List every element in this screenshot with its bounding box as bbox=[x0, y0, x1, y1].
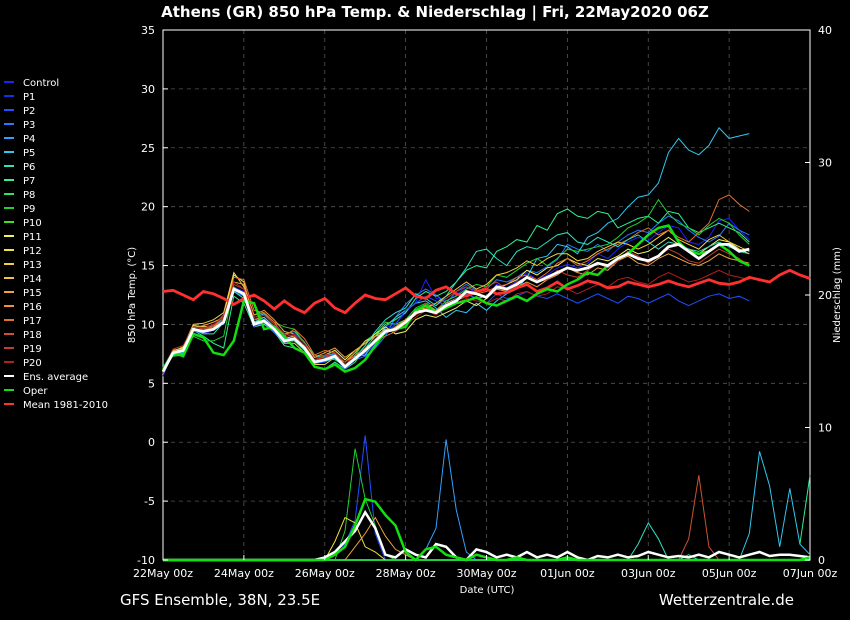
chart-title: Athens (GR) 850 hPa Temp. & Niederschlag… bbox=[161, 3, 709, 22]
left-tick-label: 5 bbox=[148, 377, 155, 390]
x-axis-ticks: 22May 00z 24May 00z 26May 00z 28May 00z 30Ma… bbox=[133, 555, 837, 580]
left-tick-label: 30 bbox=[141, 83, 155, 96]
temp-line-mean-1981-2010 bbox=[162, 268, 811, 315]
grid bbox=[163, 30, 810, 560]
legend-label: P1 bbox=[23, 92, 35, 103]
x-axis-label: Date (UTC) bbox=[460, 585, 515, 596]
left-tick-label: 15 bbox=[141, 260, 155, 273]
right-tick-label: 40 bbox=[818, 24, 832, 37]
legend-label: P9 bbox=[23, 204, 35, 215]
legend-label: P10 bbox=[23, 218, 42, 229]
left-tick-label: 35 bbox=[141, 24, 155, 37]
legend-label: P15 bbox=[23, 288, 42, 299]
legend-label: P3 bbox=[23, 120, 35, 131]
left-tick-label: 25 bbox=[141, 142, 155, 155]
temp-line-ens-average bbox=[161, 242, 750, 373]
x-tick-label: 07Jun 00z bbox=[783, 567, 838, 580]
right-tick-label: 20 bbox=[818, 289, 832, 302]
x-tick-label: 30May 00z bbox=[456, 567, 516, 580]
temp-line-p5 bbox=[162, 126, 750, 369]
x-tick-label: 03Jun 00z bbox=[621, 567, 676, 580]
legend-label: P2 bbox=[23, 106, 35, 117]
left-tick-label: -5 bbox=[144, 495, 155, 508]
legend-label: P5 bbox=[23, 148, 35, 159]
legend-label: P4 bbox=[23, 134, 35, 145]
temp-line-oper bbox=[161, 224, 750, 373]
x-tick-label: 01Jun 00z bbox=[540, 567, 595, 580]
legend-label: P7 bbox=[23, 176, 35, 187]
legend-label: P17 bbox=[23, 316, 42, 327]
precip-line-oper bbox=[163, 497, 811, 562]
footer-source: GFS Ensemble, 38N, 23.5E bbox=[120, 591, 320, 609]
x-tick-label: 05Jun 00z bbox=[702, 567, 757, 580]
x-tick-label: 26May 00z bbox=[295, 567, 355, 580]
precip-line-ens-average bbox=[163, 509, 811, 562]
left-tick-label: 0 bbox=[148, 436, 155, 449]
left-tick-label: 20 bbox=[141, 201, 155, 214]
left-tick-label: -10 bbox=[137, 554, 155, 567]
legend-label: P8 bbox=[23, 190, 35, 201]
y-axis-label-left: 850 hPa Temp. (°C) bbox=[127, 247, 138, 343]
precip-line-p6 bbox=[627, 521, 700, 561]
temp-line-p19 bbox=[162, 248, 750, 370]
legend-label: P6 bbox=[23, 162, 35, 173]
legend-label: Ens. average bbox=[23, 372, 88, 383]
legend-label: P20 bbox=[23, 358, 42, 369]
right-tick-label: 30 bbox=[818, 157, 832, 170]
x-tick-label: 22May 00z bbox=[133, 567, 193, 580]
precip-line-p5 bbox=[738, 451, 811, 561]
right-tick-label: 0 bbox=[818, 554, 825, 567]
y-axis-label-right: Niederschlag (mm) bbox=[832, 247, 843, 343]
legend-label: P16 bbox=[23, 302, 42, 313]
legend-label: P14 bbox=[23, 274, 42, 285]
left-tick-label: 10 bbox=[141, 318, 155, 331]
legend-label: Control bbox=[23, 78, 59, 89]
legend-label: P18 bbox=[23, 330, 42, 341]
left-axis-ticks: 35 30 25 20 15 10 5 0 -5 -10 bbox=[137, 24, 168, 567]
legend-label: P11 bbox=[23, 232, 42, 243]
legend-label: P13 bbox=[23, 260, 42, 271]
right-tick-label: 10 bbox=[818, 422, 832, 435]
legend-label: P19 bbox=[23, 344, 42, 355]
precip-line-p7 bbox=[799, 475, 811, 545]
x-tick-label: 24May 00z bbox=[214, 567, 274, 580]
temp-line-p9 bbox=[162, 198, 750, 368]
legend-label: P12 bbox=[23, 246, 42, 257]
precip-line-p15 bbox=[344, 516, 416, 561]
x-tick-label: 28May 00z bbox=[376, 567, 436, 580]
right-axis-ticks: 40 30 20 10 0 bbox=[805, 24, 832, 567]
legend: Control P1 P2 P3 P4 P5 P6 P7 P8 P9 P10 P11 P12 P13 P14… bbox=[4, 78, 108, 411]
legend-label: Mean 1981-2010 bbox=[23, 400, 108, 411]
footer-brand: Wetterzentrale.de bbox=[659, 591, 794, 609]
legend-label: Oper bbox=[23, 386, 48, 397]
temperature-layer bbox=[161, 126, 811, 377]
precipitation-layer bbox=[163, 435, 811, 562]
